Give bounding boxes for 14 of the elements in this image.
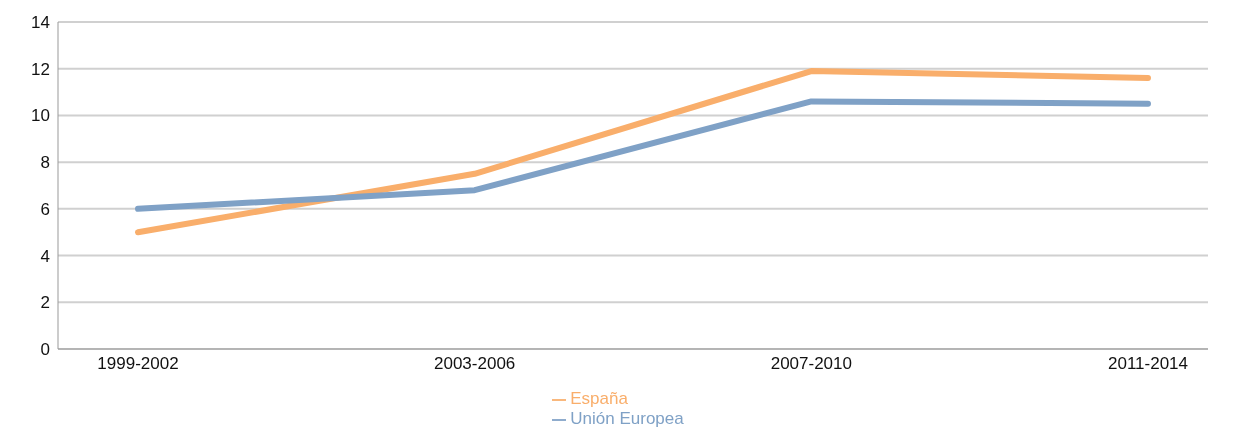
y-tick-label: 14 [31, 13, 50, 33]
y-tick-label: 0 [40, 340, 50, 360]
y-tick-label: 12 [31, 59, 50, 79]
legend-label: Unión Europea [570, 409, 684, 428]
x-tick-label: 2011-2014 [1107, 354, 1189, 374]
y-tick-label: 4 [40, 246, 50, 266]
x-tick-label: 2007-2010 [770, 354, 852, 374]
y-tick-label: 10 [31, 106, 50, 126]
legend-label: España [570, 389, 628, 408]
y-tick-label: 8 [40, 153, 50, 173]
x-tick-label: 2003-2006 [434, 354, 516, 374]
y-tick-label: 6 [40, 199, 50, 219]
x-tick-label: 1999-2002 [97, 354, 179, 374]
y-tick-label: 2 [40, 293, 50, 313]
